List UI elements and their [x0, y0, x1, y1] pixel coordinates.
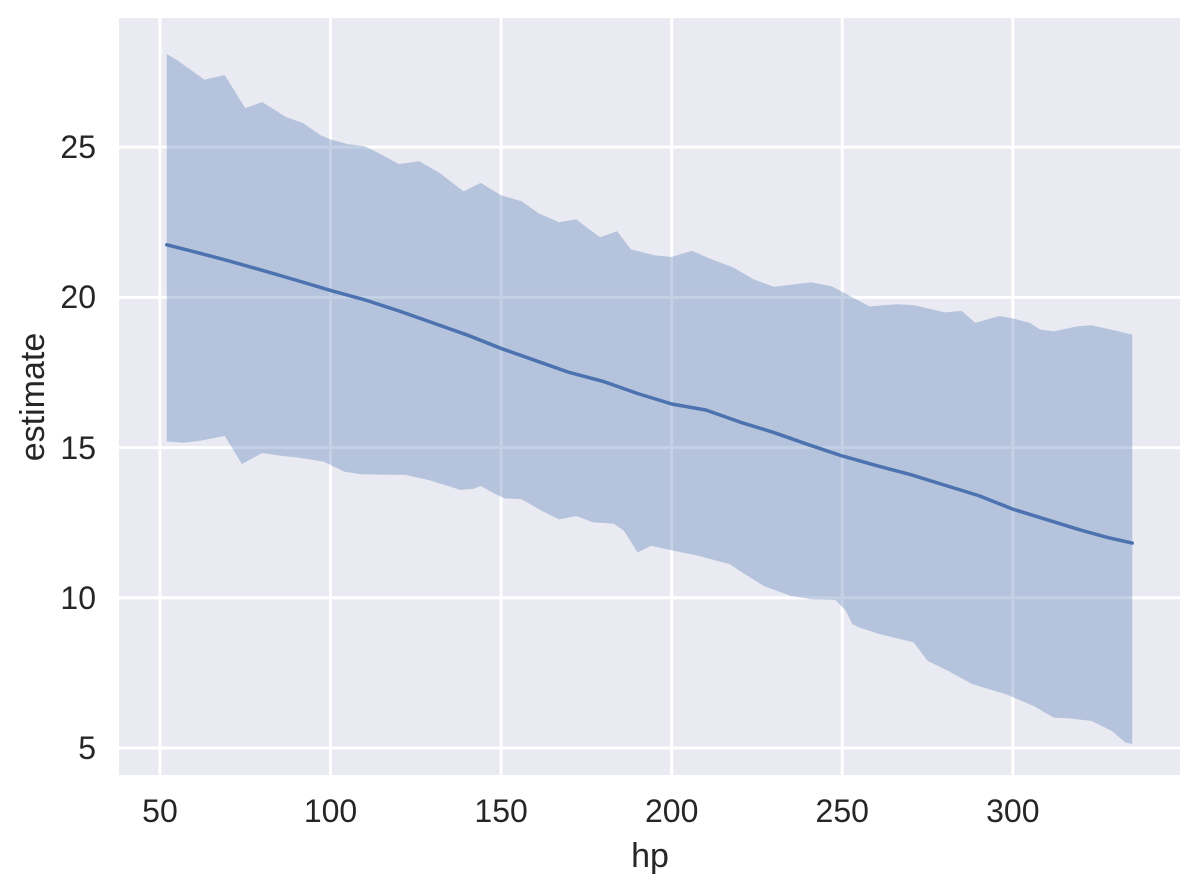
x-tick-label: 100 — [303, 793, 358, 829]
x-tick-label: 50 — [142, 793, 178, 829]
x-tick-label: 150 — [474, 793, 528, 829]
estimate-line — [165, 243, 1134, 545]
x-tick-label: 250 — [815, 793, 869, 829]
y-tick-label: 5 — [78, 729, 96, 766]
y-tick-label: 15 — [60, 429, 96, 466]
x-tick-label: 200 — [644, 793, 699, 829]
x-tick-label: 300 — [986, 793, 1040, 829]
x-axis-label: hp — [631, 837, 669, 875]
y-tick-label: 20 — [60, 279, 96, 316]
confidence-band — [166, 54, 1133, 745]
y-tick-label: 10 — [60, 579, 96, 616]
y-tick-label: 25 — [60, 129, 96, 166]
y-axis-label: estimate — [14, 332, 52, 462]
